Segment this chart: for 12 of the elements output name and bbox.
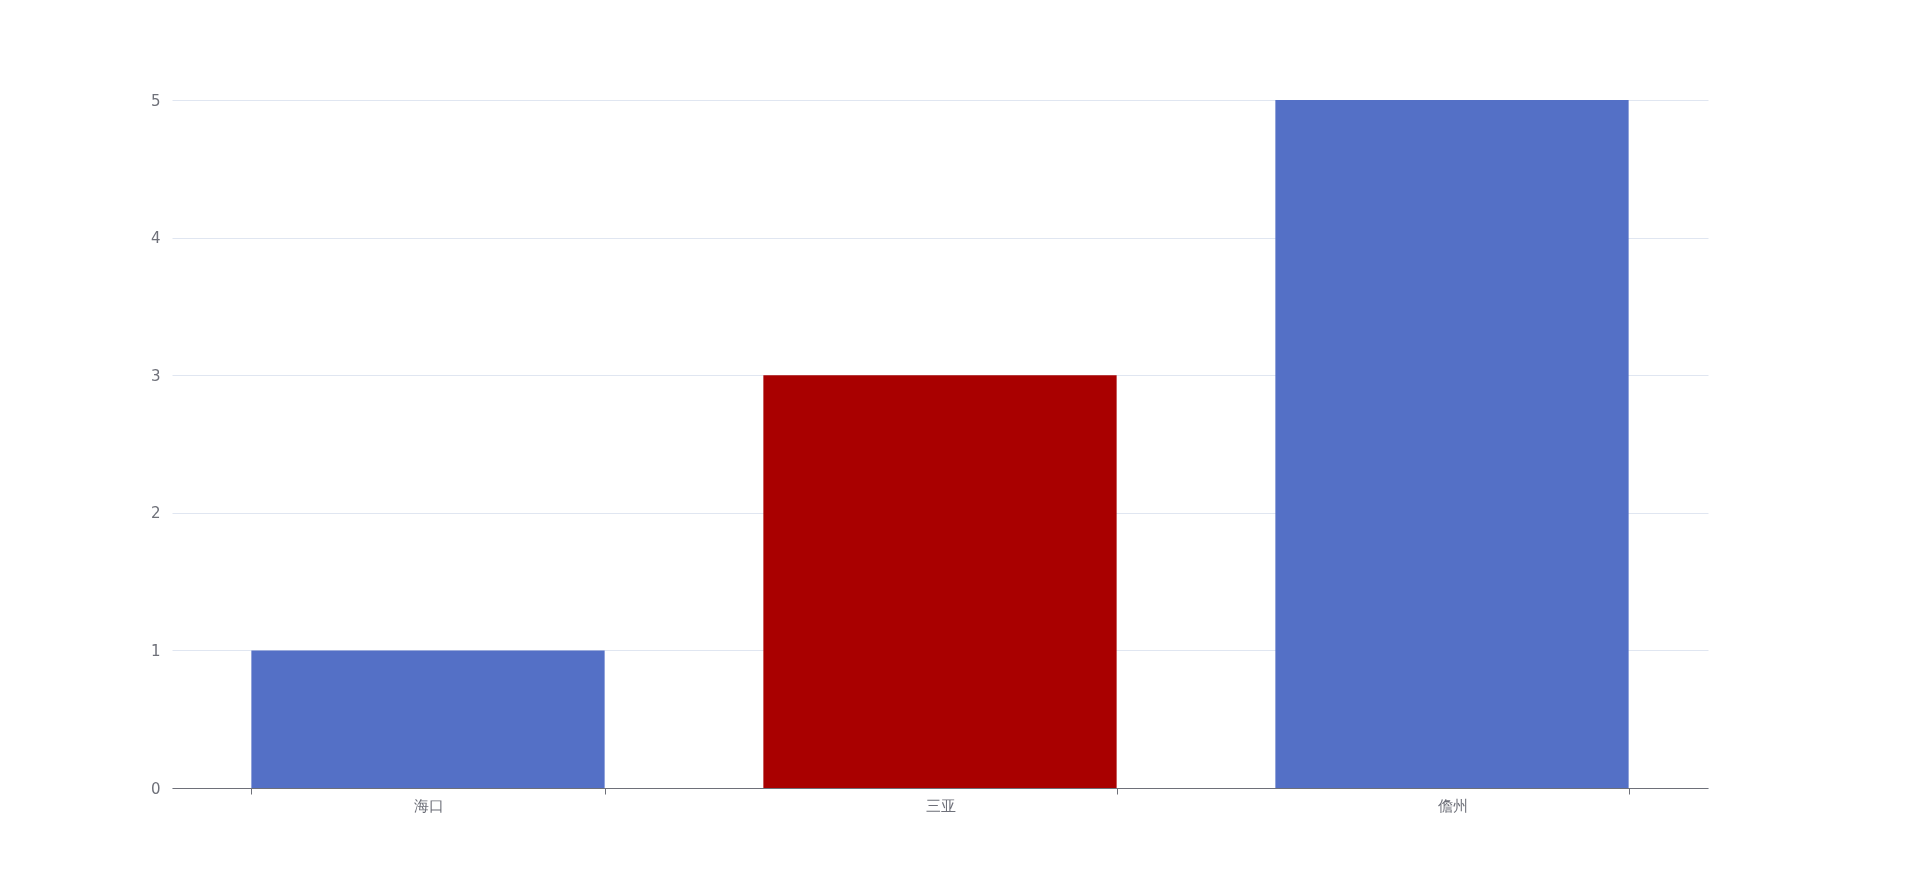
bar (763, 375, 1117, 788)
x-tick-label: 海口 (413, 796, 444, 815)
y-tick-label: 0 (150, 779, 161, 798)
y-tick-label: 2 (150, 504, 161, 523)
y-tick-label: 4 (150, 229, 161, 248)
bar (251, 650, 605, 788)
bar (1275, 100, 1629, 788)
y-tick-label: 3 (150, 366, 161, 385)
x-tick-label: 三亚 (925, 796, 956, 815)
y-tick-label: 1 (150, 641, 161, 660)
y-tick-label: 5 (150, 91, 161, 110)
x-tick-label: 儋州 (1437, 796, 1468, 815)
